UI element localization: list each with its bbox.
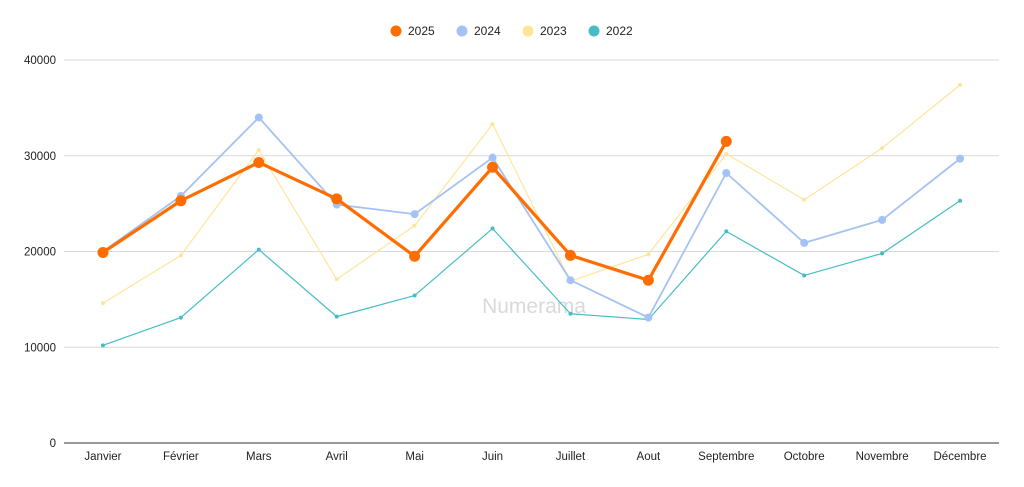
data-point-2024 <box>956 154 965 163</box>
data-point-2023 <box>178 253 183 258</box>
data-point-2025 <box>253 156 265 168</box>
data-point-2022 <box>958 198 963 203</box>
legend[interactable]: 2025 2024 2023 2022 <box>390 24 634 38</box>
series-2025 <box>97 135 732 286</box>
data-point-2023 <box>724 151 729 156</box>
legend-swatch <box>588 25 600 37</box>
series-2022 <box>100 198 963 348</box>
data-point-2022 <box>880 251 885 256</box>
y-tick-label: 0 <box>50 438 56 450</box>
x-tick-label: Novembre <box>856 451 909 463</box>
data-point-2025 <box>175 195 187 207</box>
x-tick-label: Juin <box>482 451 503 463</box>
series-line-2024 <box>102 116 961 319</box>
data-point-2023 <box>802 197 807 202</box>
data-point-2022 <box>568 311 573 316</box>
data-point-2024 <box>254 113 263 122</box>
x-tick-label: Aout <box>637 451 661 463</box>
x-tick-label: Janvier <box>84 451 121 463</box>
data-point-2022 <box>178 315 183 320</box>
x-tick-label: Avril <box>326 451 348 463</box>
y-tick-label: 30000 <box>24 151 56 163</box>
data-point-2023 <box>412 223 417 228</box>
data-point-2025 <box>409 250 421 262</box>
data-point-2022 <box>256 247 261 252</box>
data-point-2024 <box>878 215 887 224</box>
data-point-2023 <box>100 301 105 306</box>
legend-swatch <box>522 25 534 37</box>
data-point-2022 <box>724 229 729 234</box>
data-point-2022 <box>412 293 417 298</box>
legend-swatch <box>456 25 468 37</box>
data-point-2023 <box>880 146 885 151</box>
x-tick-label: Mars <box>246 451 272 463</box>
x-tick-label: Octobre <box>784 451 825 463</box>
data-point-2024 <box>644 313 653 322</box>
data-point-2024 <box>488 153 497 162</box>
data-point-2024 <box>410 210 419 219</box>
series-2024 <box>98 113 965 322</box>
legend-item-2024[interactable]: 2024 <box>456 24 502 38</box>
legend-label: 2025 <box>408 24 435 38</box>
x-tick-label: Juillet <box>556 451 586 463</box>
data-point-2023 <box>646 252 651 257</box>
x-tick-label: Septembre <box>698 451 754 463</box>
x-axis: Janvier Février Mars Avril Mai Juin Juillet Aou… <box>84 451 986 463</box>
data-point-2025 <box>564 249 576 261</box>
x-tick-label: Décembre <box>934 451 987 463</box>
legend-item-2023[interactable]: 2023 <box>522 24 568 38</box>
data-point-2024 <box>722 168 731 177</box>
legend-item-2025[interactable]: 2025 <box>390 24 436 38</box>
data-point-2022 <box>490 226 495 231</box>
data-point-2023 <box>958 82 963 87</box>
x-tick-label: Février <box>163 451 199 463</box>
x-tick-label: Mai <box>405 451 424 463</box>
data-point-2024 <box>800 238 809 247</box>
legend-swatch <box>390 25 402 37</box>
data-point-2023 <box>256 148 261 153</box>
gridlines <box>64 59 999 444</box>
data-point-2022 <box>802 273 807 278</box>
legend-label: 2022 <box>606 24 633 38</box>
data-point-2023 <box>334 277 339 282</box>
legend-label: 2023 <box>540 24 567 38</box>
watermark: Numerama <box>482 295 586 318</box>
legend-label: 2024 <box>474 24 501 38</box>
series-line-2022 <box>102 200 961 346</box>
data-point-2025 <box>720 135 732 147</box>
y-axis: 0 10000 20000 30000 40000 <box>24 55 56 450</box>
data-point-2025 <box>642 274 654 286</box>
data-point-2024 <box>566 276 575 285</box>
y-tick-label: 40000 <box>24 55 56 67</box>
data-point-2025 <box>331 193 343 205</box>
data-point-2023 <box>490 122 495 127</box>
y-tick-label: 10000 <box>24 342 56 354</box>
data-point-2025 <box>97 246 109 258</box>
series-lines <box>97 82 965 348</box>
y-tick-label: 20000 <box>24 247 56 259</box>
data-point-2022 <box>334 314 339 319</box>
data-point-2025 <box>487 161 499 173</box>
legend-item-2022[interactable]: 2022 <box>588 24 634 38</box>
data-point-2022 <box>100 343 105 348</box>
